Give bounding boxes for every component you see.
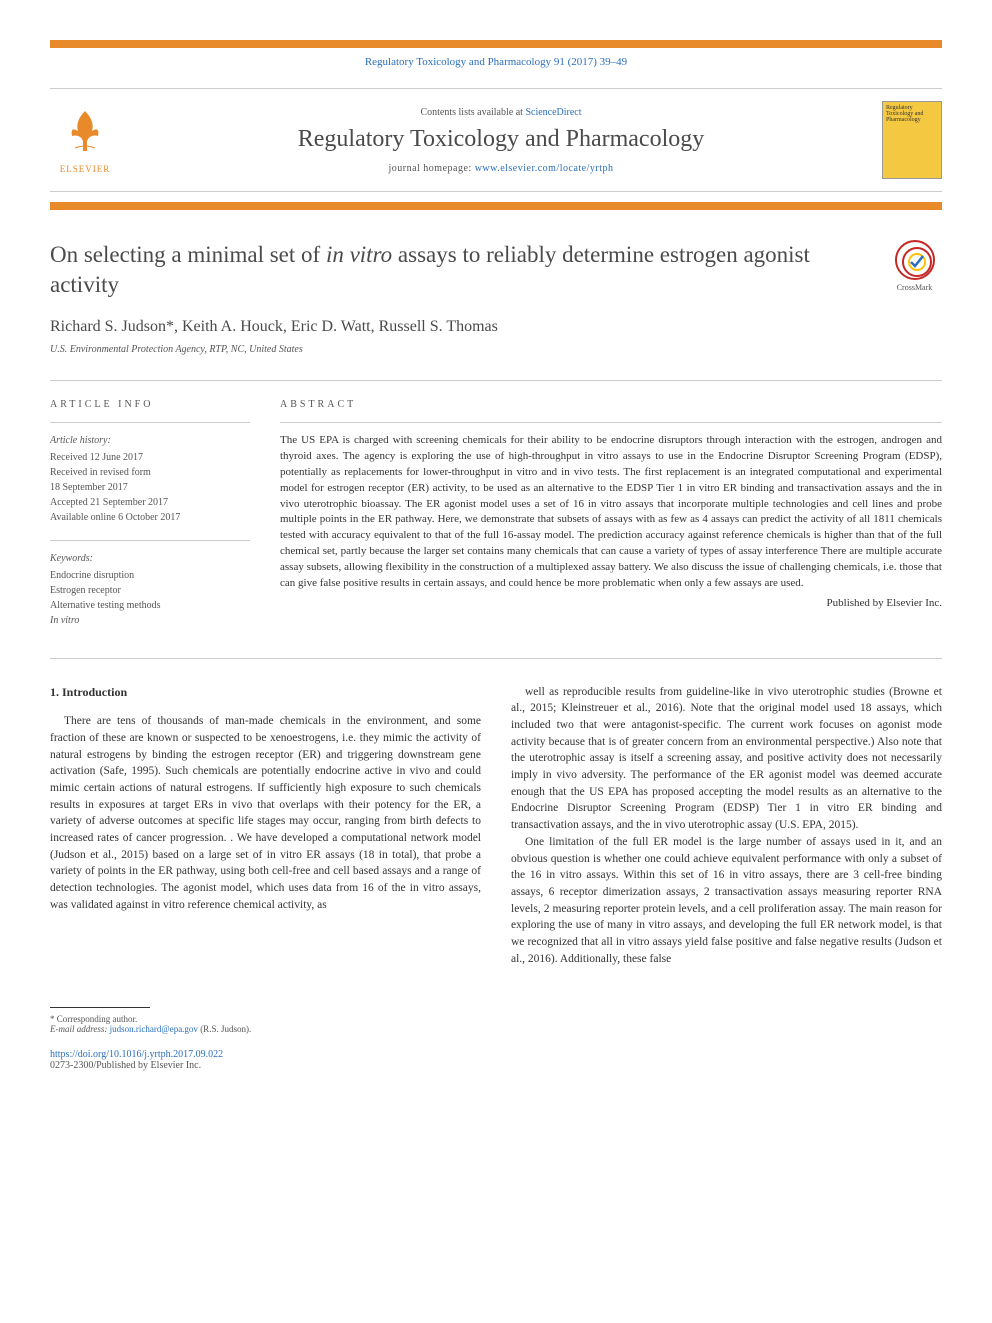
history-online: Available online 6 October 2017	[50, 510, 250, 525]
title-area: On selecting a minimal set of in vitro a…	[50, 240, 942, 300]
article-info-label: ARTICLE INFO	[50, 399, 250, 410]
section-heading: 1. Introduction	[50, 684, 481, 701]
journal-name: Regulatory Toxicology and Pharmacology	[120, 126, 882, 153]
citation-line: Regulatory Toxicology and Pharmacology 9…	[50, 56, 942, 68]
body-paragraph: One limitation of the full ER model is t…	[511, 834, 942, 967]
history-revised-label: Received in revised form	[50, 465, 250, 480]
abstract-column: ABSTRACT The US EPA is charged with scre…	[280, 399, 942, 628]
doi-link[interactable]: https://doi.org/10.1016/j.yrtph.2017.09.…	[50, 1049, 223, 1060]
authors-line: Richard S. Judson*, Keith A. Houck, Eric…	[50, 318, 942, 336]
keyword-item: Estrogen receptor	[50, 583, 250, 598]
article-history-block: Article history: Received 12 June 2017 R…	[50, 433, 250, 525]
body-paragraph: well as reproducible results from guidel…	[511, 684, 942, 834]
affiliation-line: U.S. Environmental Protection Agency, RT…	[50, 344, 942, 355]
keywords-block: Keywords: Endocrine disruption Estrogen …	[50, 551, 250, 628]
divider-top	[50, 380, 942, 381]
history-revised-date: 18 September 2017	[50, 480, 250, 495]
crossmark-label: CrossMark	[887, 283, 942, 292]
article-title: On selecting a minimal set of in vitro a…	[50, 240, 887, 300]
history-label: Article history:	[50, 433, 250, 448]
corresponding-author: * Corresponding author.	[50, 1014, 942, 1024]
body-column-left: 1. Introduction There are tens of thousa…	[50, 684, 481, 967]
copyright-line: 0273-2300/Published by Elsevier Inc.	[50, 1060, 942, 1071]
homepage-line: journal homepage: www.elsevier.com/locat…	[120, 163, 882, 174]
body-divider	[50, 658, 942, 659]
contents-text: Contents lists available at	[420, 107, 525, 118]
keyword-item: Endocrine disruption	[50, 568, 250, 583]
title-italic: in vitro	[326, 242, 392, 267]
email-link[interactable]: judson.richard@epa.gov	[110, 1024, 198, 1034]
keyword-item: In vitro	[50, 613, 250, 628]
elsevier-logo: ELSEVIER	[50, 106, 120, 174]
journal-header: ELSEVIER Contents lists available at Sci…	[50, 88, 942, 192]
body-paragraph: There are tens of thousands of man-made …	[50, 713, 481, 913]
info-divider	[50, 422, 250, 423]
footer-divider	[50, 1007, 150, 1008]
journal-center: Contents lists available at ScienceDirec…	[120, 107, 882, 174]
elsevier-text: ELSEVIER	[50, 164, 120, 174]
doi-line: https://doi.org/10.1016/j.yrtph.2017.09.…	[50, 1049, 942, 1060]
email-label: E-mail address:	[50, 1024, 110, 1034]
abstract-label: ABSTRACT	[280, 399, 942, 410]
email-suffix: (R.S. Judson).	[198, 1024, 251, 1034]
orange-divider-bar	[50, 202, 942, 210]
history-received: Received 12 June 2017	[50, 450, 250, 465]
page-container: Regulatory Toxicology and Pharmacology 9…	[0, 0, 992, 1111]
sciencedirect-link[interactable]: ScienceDirect	[525, 107, 581, 118]
contents-line: Contents lists available at ScienceDirec…	[120, 107, 882, 118]
keywords-label: Keywords:	[50, 551, 250, 566]
info-abstract-row: ARTICLE INFO Article history: Received 1…	[50, 399, 942, 628]
abstract-divider	[280, 422, 942, 423]
body-columns: 1. Introduction There are tens of thousa…	[50, 684, 942, 967]
abstract-publisher: Published by Elsevier Inc.	[280, 597, 942, 609]
body-column-right: well as reproducible results from guidel…	[511, 684, 942, 967]
crossmark-icon	[895, 240, 935, 280]
title-pre: On selecting a minimal set of	[50, 242, 326, 267]
email-line: E-mail address: judson.richard@epa.gov (…	[50, 1024, 942, 1034]
crossmark-badge[interactable]: CrossMark	[887, 240, 942, 292]
keywords-divider	[50, 540, 250, 541]
journal-cover-thumbnail: Regulatory Toxicology and Pharmacology	[882, 101, 942, 179]
article-info-column: ARTICLE INFO Article history: Received 1…	[50, 399, 250, 628]
history-accepted: Accepted 21 September 2017	[50, 495, 250, 510]
keyword-item: Alternative testing methods	[50, 598, 250, 613]
homepage-link[interactable]: www.elsevier.com/locate/yrtph	[475, 163, 614, 174]
footer-area: * Corresponding author. E-mail address: …	[50, 1007, 942, 1071]
elsevier-tree-icon	[60, 106, 110, 156]
top-orange-bar	[50, 40, 942, 48]
abstract-text: The US EPA is charged with screening che…	[280, 433, 942, 592]
homepage-label: journal homepage:	[388, 163, 474, 174]
